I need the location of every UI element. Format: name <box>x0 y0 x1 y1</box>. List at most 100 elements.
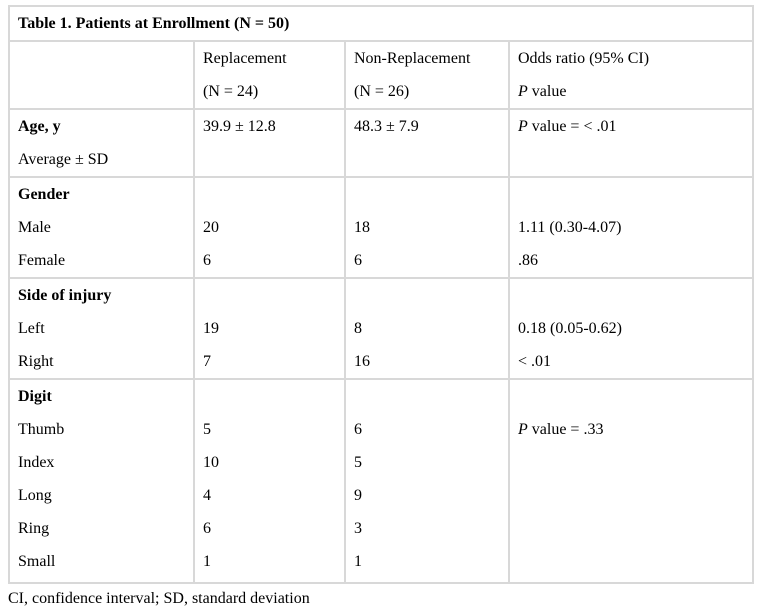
cell-text: .86 <box>518 252 538 269</box>
cell-line: 6 <box>203 512 336 545</box>
cell-text: Odds ratio (95% CI) <box>518 50 650 67</box>
cell-line <box>203 179 336 211</box>
cell-text: Side of injury <box>18 287 112 304</box>
cell-text: 16 <box>354 353 370 370</box>
cell-text: 5 <box>354 454 362 471</box>
cell-line: Odds ratio (95% CI) <box>518 43 744 75</box>
cell-line: 7 <box>203 345 336 377</box>
cell-text: 1 <box>203 553 211 570</box>
gender-cell-0: Gender Male Female <box>8 176 195 279</box>
cell-line: 39.9 ± 12.8 <box>203 111 336 143</box>
cell-text: 6 <box>354 421 362 438</box>
cell-text: 48.3 ± 7.9 <box>354 118 419 135</box>
cell-text: value <box>527 83 567 100</box>
side-of-injury-cell-0: Side of injury Left Right <box>8 277 195 380</box>
cell-line <box>354 280 500 312</box>
cell-line <box>354 143 500 175</box>
cell-text: 5 <box>203 421 211 438</box>
digit-cell-1: 5 10 4 6 1 <box>193 378 346 584</box>
cell-text: Male <box>18 219 51 236</box>
cell-text: 1.11 (0.30-4.07) <box>518 219 622 236</box>
cell-line: Replacement <box>203 43 336 75</box>
cell-text: Small <box>18 553 56 570</box>
cell-text: 6 <box>203 520 211 537</box>
cell-line: 3 <box>354 512 500 545</box>
cell-text: Age, y <box>18 118 61 135</box>
cell-text: 6 <box>354 252 362 269</box>
cell-text: Thumb <box>18 421 65 438</box>
cell-text: P <box>518 118 528 135</box>
cell-text: Long <box>18 487 52 504</box>
cell-text: Average ± SD <box>18 151 109 168</box>
cell-line: 8 <box>354 312 500 345</box>
cell-text: 10 <box>203 454 219 471</box>
cell-line <box>18 75 185 107</box>
cell-line: Thumb <box>18 413 185 446</box>
table-row-side-of-injury: Side of injury Left Right 19 7 8 16 0.18 (0.05-… <box>8 277 755 380</box>
cell-line: Female <box>18 244 185 276</box>
cell-text: Gender <box>18 186 70 203</box>
table-footnote: CI, confidence interval; SD, standard de… <box>8 590 310 607</box>
side-of-injury-cell-3: 0.18 (0.05-0.62) < .01 <box>507 277 755 380</box>
cell-line: 19 <box>203 312 336 345</box>
cell-text: value = < .01 <box>527 118 617 135</box>
age-cell-2: 48.3 ± 7.9 <box>344 108 510 178</box>
cell-text: P <box>518 421 528 438</box>
cell-text: Ring <box>18 520 50 537</box>
cell-line: Gender <box>18 179 185 211</box>
cell-line: Index <box>18 446 185 479</box>
cell-line: .86 <box>518 244 744 276</box>
side-of-injury-cell-2: 8 16 <box>344 277 510 380</box>
cell-text: Left <box>18 320 45 337</box>
cell-line: (N = 26) <box>354 75 500 107</box>
header-cell-1: Replacement (N = 24) <box>193 40 346 110</box>
cell-line: (N = 24) <box>203 75 336 107</box>
cell-line: Left <box>18 312 185 345</box>
cell-line: P value = .33 <box>518 413 744 446</box>
header-cell-0 <box>8 40 195 110</box>
cell-line <box>18 43 185 75</box>
cell-text: 19 <box>203 320 219 337</box>
cell-line: Right <box>18 345 185 377</box>
cell-text: < .01 <box>518 353 552 370</box>
digit-cell-2: 6 5 9 3 1 <box>344 378 510 584</box>
cell-text: 7 <box>203 353 211 370</box>
age-cell-0: Age, y Average ± SD <box>8 108 195 178</box>
cell-line <box>354 381 500 413</box>
cell-text: (N = 24) <box>203 83 259 100</box>
cell-text: 1 <box>354 553 362 570</box>
cell-line: 18 <box>354 211 500 244</box>
cell-line: Digit <box>18 381 185 413</box>
cell-line: 0.18 (0.05-0.62) <box>518 312 744 345</box>
table-title: Table 1. Patients at Enrollment (N = 50) <box>7 5 755 42</box>
cell-text: Right <box>18 353 54 370</box>
table-row-digit: Digit Thumb Index Long Ring Small 5 10 4 6 1 6 5 9 3 1 P… <box>8 378 755 584</box>
cell-line <box>518 381 744 413</box>
cell-text: value = .33 <box>527 421 604 438</box>
cell-line: 1 <box>354 545 500 578</box>
cell-line <box>203 143 336 175</box>
cell-line: Average ± SD <box>18 143 185 175</box>
cell-line: Age, y <box>18 111 185 143</box>
cell-line: Non-Replacement <box>354 43 500 75</box>
age-cell-1: 39.9 ± 12.8 <box>193 108 346 178</box>
header-cell-2: Non-Replacement (N = 26) <box>344 40 510 110</box>
cell-line: 5 <box>203 413 336 446</box>
cell-line: 16 <box>354 345 500 377</box>
cell-line: 20 <box>203 211 336 244</box>
table-title-row: Table 1. Patients at Enrollment (N = 50) <box>7 5 755 42</box>
cell-line: 4 <box>203 479 336 512</box>
cell-line: 1 <box>203 545 336 578</box>
cell-line <box>354 179 500 211</box>
cell-line: Male <box>18 211 185 244</box>
cell-line: 5 <box>354 446 500 479</box>
gender-cell-2: 18 6 <box>344 176 510 279</box>
cell-line: 1.11 (0.30-4.07) <box>518 211 744 244</box>
cell-text: 20 <box>203 219 219 236</box>
cell-text: Index <box>18 454 55 471</box>
header-cell-3: Odds ratio (95% CI) P value <box>507 40 755 110</box>
cell-line: 6 <box>203 244 336 276</box>
cell-line: P value <box>518 75 744 107</box>
cell-text: 3 <box>354 520 362 537</box>
table-row-age: Age, y Average ± SD 39.9 ± 12.8 48.3 ± 7.9 P… <box>8 108 755 178</box>
